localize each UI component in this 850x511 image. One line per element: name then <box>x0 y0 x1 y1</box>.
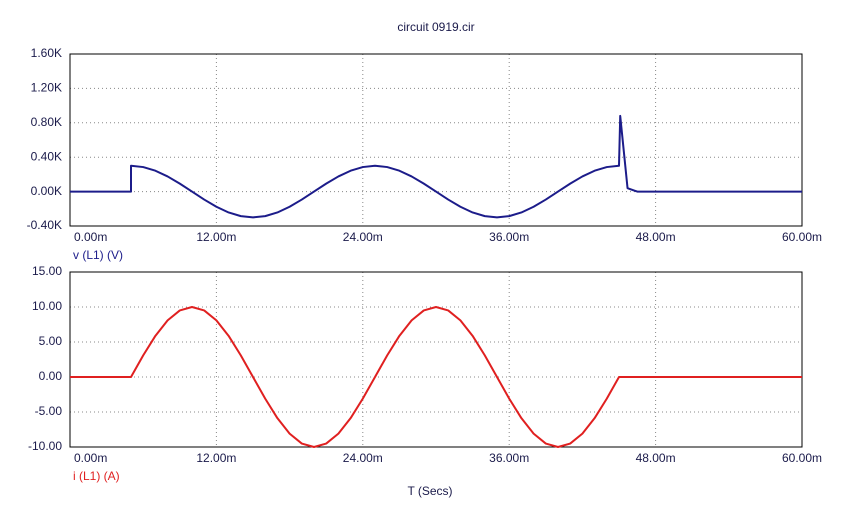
y-tick-label: 0.00K <box>31 184 62 198</box>
x-tick-label: 60.00m <box>782 451 822 465</box>
y-tick-label: 10.00 <box>32 299 62 313</box>
x-tick-label: 0.00m <box>74 230 107 244</box>
x-tick-label: 12.00m <box>196 230 236 244</box>
x-tick-label: 12.00m <box>196 451 236 465</box>
plot-border <box>69 271 803 448</box>
x-tick-label: 48.00m <box>636 451 676 465</box>
plot-border <box>69 53 803 227</box>
series-line <box>70 114 802 219</box>
x-tick-label: 48.00m <box>636 230 676 244</box>
y-tick-label: 1.20K <box>31 81 62 95</box>
legend-label: i (L1) (A) <box>73 469 120 483</box>
x-tick-label: 36.00m <box>489 451 529 465</box>
y-tick-label: -10.00 <box>28 439 62 453</box>
y-tick-label: 0.80K <box>31 115 62 129</box>
y-tick-label: 5.00 <box>39 334 63 348</box>
y-tick-label: 0.40K <box>31 149 62 163</box>
x-tick-label: 24.00m <box>343 451 383 465</box>
chart-title: circuit 0919.cir <box>397 20 474 34</box>
x-tick-label: 0.00m <box>74 451 107 465</box>
legend-label: v (L1) (V) <box>73 248 123 262</box>
y-tick-label: -5.00 <box>35 404 63 418</box>
y-tick-label: 0.00 <box>39 369 63 383</box>
series-line <box>70 306 802 448</box>
y-tick-label: -0.40K <box>27 218 62 232</box>
x-tick-label: 60.00m <box>782 230 822 244</box>
y-tick-label: 1.60K <box>31 46 62 60</box>
x-tick-label: 36.00m <box>489 230 529 244</box>
x-axis-label: T (Secs) <box>407 484 452 498</box>
x-tick-label: 24.00m <box>343 230 383 244</box>
y-tick-label: 15.00 <box>32 264 62 278</box>
